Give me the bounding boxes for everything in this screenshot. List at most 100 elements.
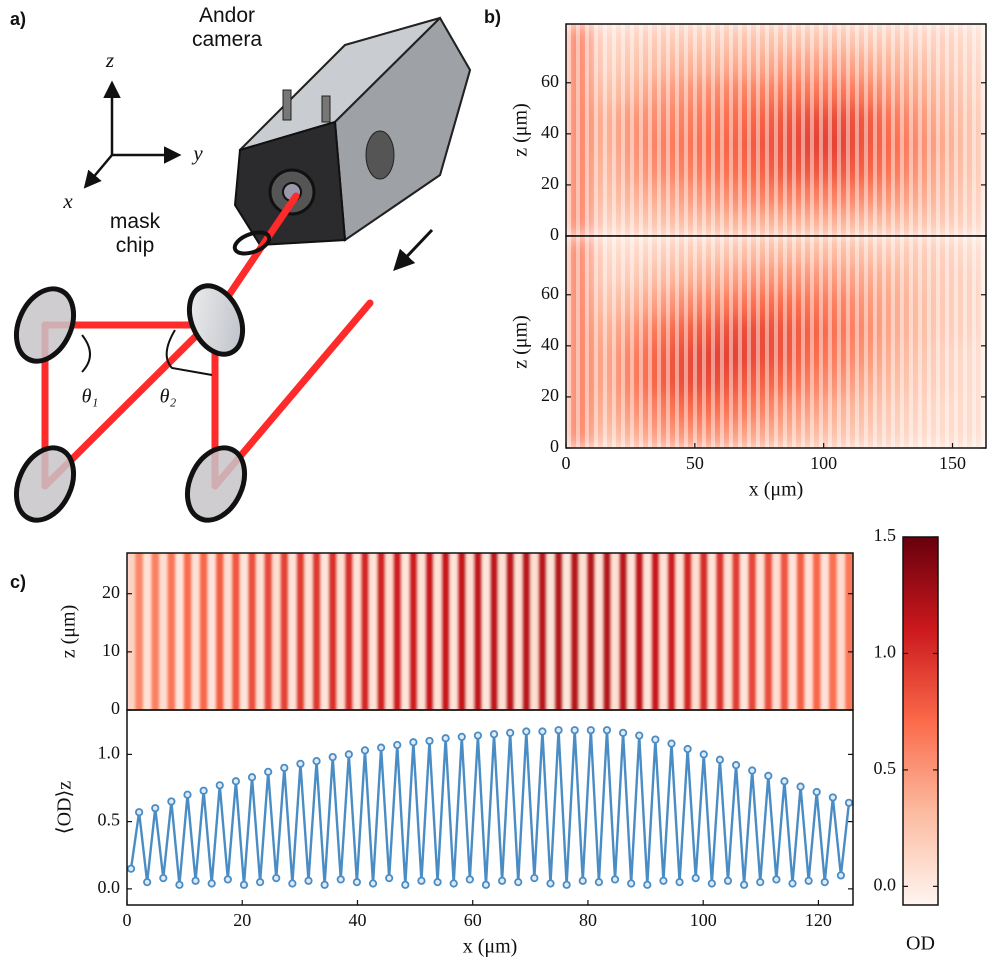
y-tick-label: 60 (541, 283, 559, 303)
mirror (186, 283, 246, 357)
y-tick-label: 1.0 (874, 642, 897, 662)
panel-label: a) (10, 9, 26, 29)
data-point (546, 879, 555, 888)
x-tick-label: 0 (123, 910, 132, 930)
plot-area (127, 726, 853, 889)
panel-label: b) (484, 7, 501, 27)
data-point (368, 879, 378, 888)
heatmap-column (215, 553, 225, 710)
data-point (764, 771, 773, 780)
heatmap-column (288, 553, 297, 710)
data-point (627, 879, 636, 888)
heatmap-column (481, 553, 491, 710)
y-tick-label: 1.5 (874, 525, 897, 545)
data-point (360, 746, 370, 755)
data-point (748, 766, 757, 775)
x-axis-label: x (μm) (749, 479, 804, 501)
data-point (425, 736, 434, 746)
data-point (812, 787, 821, 797)
heatmap-column (280, 553, 289, 710)
heatmap-column (820, 553, 830, 710)
data-point (191, 876, 200, 885)
heatmap-column (401, 553, 410, 710)
heatmap-column (667, 553, 677, 710)
data-point (328, 752, 337, 762)
heatmap-column (764, 553, 773, 710)
heatmap-column (699, 553, 709, 710)
data-point (562, 880, 571, 889)
heatmap-column (473, 553, 483, 710)
data-point (393, 740, 402, 750)
data-point (618, 728, 628, 737)
heatmap-column (457, 553, 467, 710)
heatmap-column (498, 553, 507, 710)
heatmap-column (530, 553, 539, 710)
data-point (602, 726, 612, 735)
data-point (255, 878, 265, 887)
data-point (264, 767, 273, 776)
heatmap-column (635, 553, 644, 710)
camera-port (321, 95, 331, 123)
data-point (401, 880, 410, 889)
axis-name: y (191, 141, 203, 165)
heatmap-column (836, 553, 846, 710)
data-point (772, 875, 781, 884)
heatmap-column (546, 553, 556, 710)
heatmap-column (312, 553, 322, 710)
data-point (844, 798, 853, 807)
data-point (530, 874, 539, 883)
x-tick-label: 80 (579, 910, 597, 930)
data-point (441, 734, 450, 743)
heatmap-column (611, 553, 620, 710)
fringe-overlay (566, 236, 986, 448)
data-point (578, 876, 587, 885)
heatmap-column (239, 553, 249, 710)
heatmap-column (514, 553, 523, 710)
data-point (143, 878, 152, 887)
data-point (481, 880, 491, 889)
heatmap-column (385, 553, 394, 710)
heatmap-column (748, 553, 757, 710)
data-point (352, 878, 361, 887)
data-point (828, 793, 837, 802)
data-point (659, 876, 668, 885)
data-point (288, 879, 297, 888)
data-point (239, 880, 249, 889)
heatmap-column (272, 553, 281, 710)
data-point (554, 726, 563, 735)
data-point (320, 880, 329, 889)
data-point (651, 735, 660, 744)
y-tick-label: 0.0 (874, 874, 897, 894)
heatmap-column (788, 553, 798, 710)
heatmap-column (256, 553, 265, 710)
heatmap-column (683, 553, 693, 710)
data-point (199, 786, 208, 795)
heatmap-column (336, 553, 346, 710)
heatmap-column (715, 553, 725, 710)
data-point (739, 880, 749, 889)
y-tick-label: 60 (541, 71, 559, 91)
heatmap-column (304, 553, 314, 710)
data-point (699, 750, 708, 759)
data-point (780, 777, 789, 786)
data-point (788, 879, 797, 888)
colorbar-label: OD (906, 933, 935, 955)
beam-direction-arrow (393, 228, 434, 272)
data-point (304, 876, 313, 885)
camera-label: Andor camera (191, 4, 263, 51)
axes-frame (565, 235, 987, 449)
data-point (151, 804, 160, 813)
data-point (312, 757, 321, 766)
heatmap-column (207, 553, 217, 710)
angle-label: θ₁ (82, 386, 99, 408)
data-point (473, 731, 482, 740)
heatmap-column (578, 553, 588, 710)
data-point (207, 879, 216, 888)
data-point (497, 876, 507, 885)
data-point (643, 880, 652, 889)
x-tick-label: 20 (233, 910, 251, 930)
heatmap-column (602, 553, 612, 710)
heatmap-column (586, 553, 596, 710)
heatmap-column (627, 553, 636, 710)
